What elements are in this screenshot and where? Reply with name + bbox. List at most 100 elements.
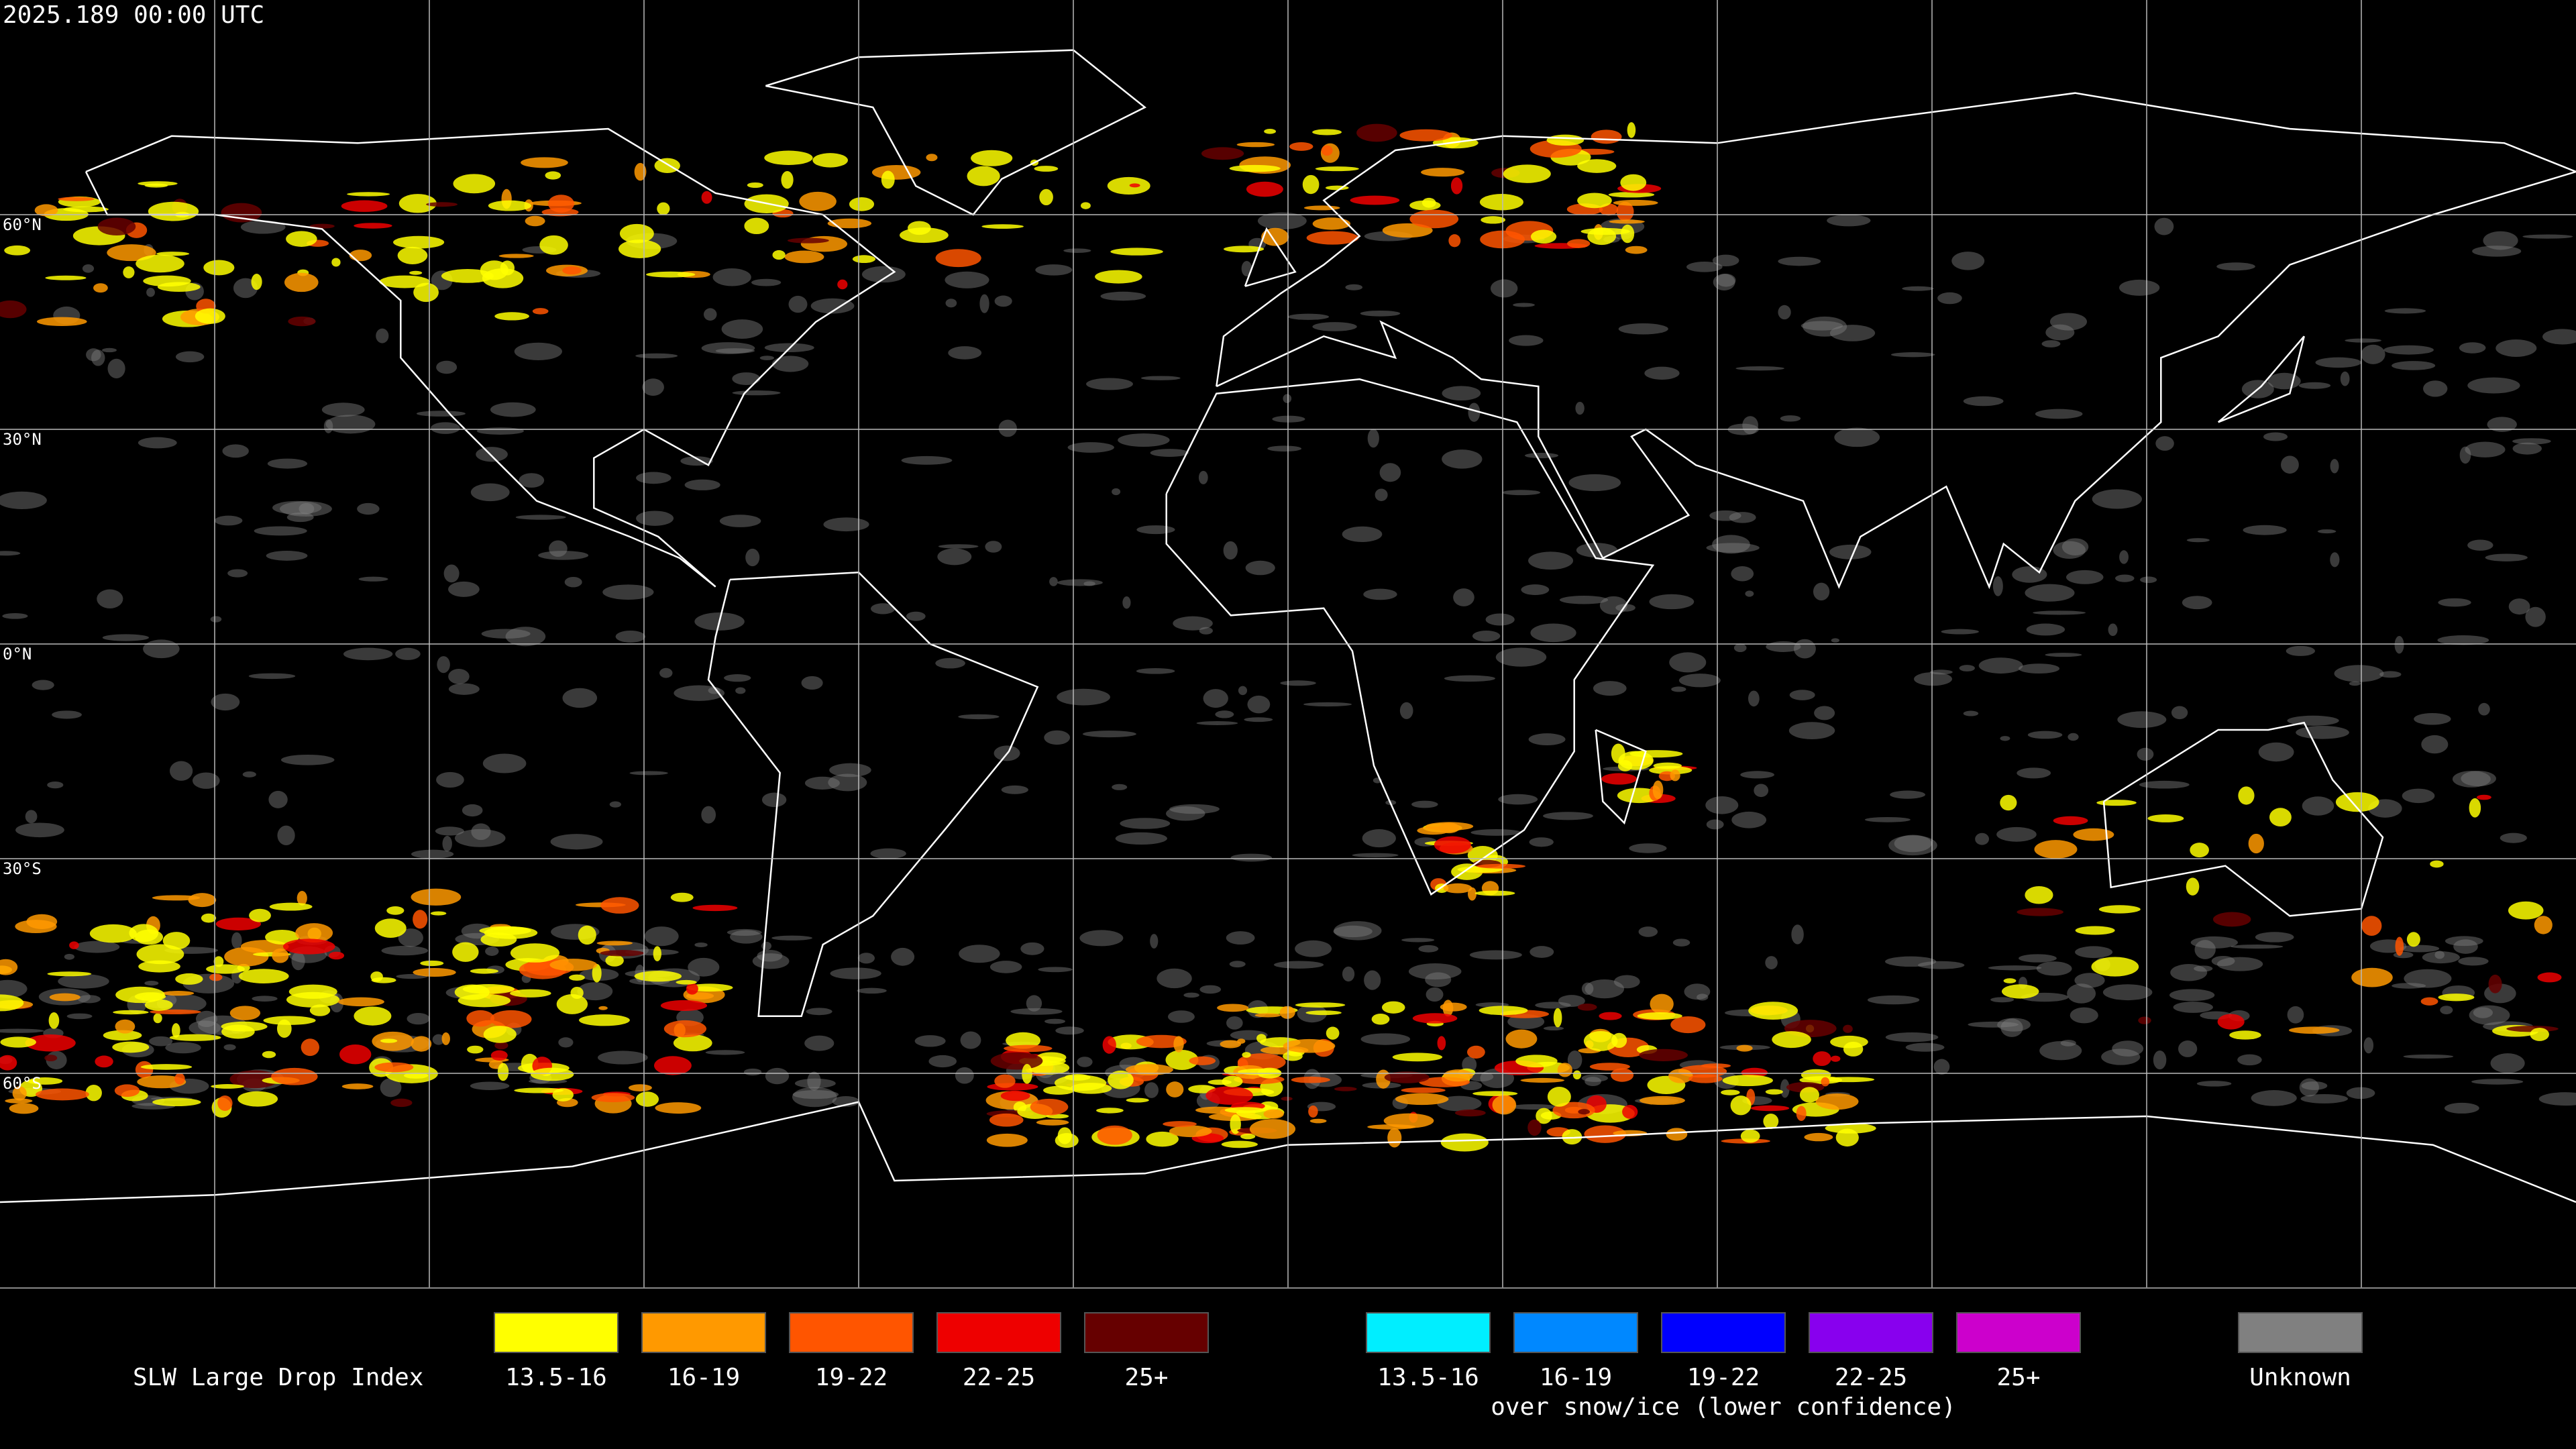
cloud-patch [123,266,135,278]
cloud-patch [745,548,760,567]
cloud-patch [1528,733,1566,746]
cloud-patch [1315,166,1359,172]
cloud-patch [525,215,545,227]
cloud-patch [891,947,915,966]
cloud-patch [309,1004,331,1016]
legend-label: 22-25 [1835,1364,1907,1391]
cloud-patch [694,942,708,948]
cloud-patch [1412,1013,1458,1024]
cloud-patch [279,501,332,517]
cloud-patch [2017,767,2051,779]
cloud-patch [1244,717,1273,722]
cloud-patch [2138,1016,2151,1024]
cloud-patch [1959,665,1975,672]
cloud-patch [1503,164,1551,183]
cloud-patch [2096,800,2137,806]
cloud-patch [1309,1118,1327,1124]
cloud-patch [635,1091,659,1107]
cloud-patch [2534,916,2553,934]
cloud-patch [1107,176,1150,195]
cloud-patch [271,1067,318,1085]
cloud-patch [286,512,314,523]
cloud-patch [1221,1140,1258,1148]
graticule [0,0,2576,1288]
cloud-patch [2258,742,2294,762]
cloud-patch [2422,951,2460,964]
latitude-label: 60°S [3,1074,42,1093]
cloud-patch [1997,1018,2031,1032]
cloud-patch [558,1037,574,1048]
cloud-patch [2453,939,2478,954]
cloud-patch [283,938,335,955]
cloud-patch [881,170,895,189]
cloud-patch [2525,606,2546,627]
cloud-patch [321,402,365,417]
cloud-patch [436,360,458,374]
cloud-patch [1686,262,1723,272]
cloud-patch [1835,1128,1859,1147]
cloud-patch [1408,963,1462,980]
cloud-patch [654,1056,692,1075]
cloud-patch [1568,474,1621,492]
cloud-patch [69,941,79,949]
cloud-patch [1529,837,1554,847]
cloud-patch [1067,442,1114,453]
cloud-patch [26,914,58,929]
cloud-patch [730,930,763,944]
cloud-patch [900,227,949,244]
cloud-patch [93,283,108,293]
cloud-patch [727,928,762,936]
cloud-patch [470,968,499,974]
cloud-patch [47,971,92,977]
cloud-patch [1272,415,1305,423]
cloud-patch [861,266,906,283]
cloud-patch [152,895,201,901]
cloud-patch [676,979,697,985]
cloud-patch [482,268,524,288]
cloud-patch [605,955,624,967]
cloud-patch [1223,541,1238,560]
cloud-patch [2496,339,2537,357]
cloud-patch [343,647,393,661]
cloud-patch [152,1097,201,1107]
cloud-patch [240,220,286,234]
cloud-patch [1435,883,1449,894]
cloud-patch [510,943,560,963]
cloud-patch [1044,730,1071,745]
cloud-patch [413,910,428,929]
cloud-patch [634,971,682,982]
cloud-patch [751,278,782,286]
cloud-patch [1617,760,1633,771]
cloud-patch [175,351,205,363]
cloud-patch [1077,1057,1093,1067]
cloud-patch [971,150,1013,166]
cloud-patch [231,932,242,949]
cloud-patch [1442,1000,1454,1017]
cloud-patch [705,1050,745,1055]
cloud-patch [2483,231,2518,250]
cloud-patch [1247,695,1271,714]
cloud-patch [1236,142,1275,148]
cloud-patch [1608,192,1655,198]
cloud-patch [514,342,562,361]
cloud-patch [1864,817,1911,822]
cloud-patch [277,825,295,846]
legend-caption: over snow/ice (lower confidence) [1491,1393,1956,1421]
cloud-patch [490,1010,532,1028]
cloud-patch [2075,926,2115,935]
cloud-patch [2049,313,2087,331]
cloud-patch [1096,1108,1124,1114]
cloud-patch [144,981,159,986]
cloud-patch [1529,946,1554,958]
cloud-patch [263,1016,316,1025]
cloud-patch [331,258,341,267]
cloud-patch [1620,174,1647,191]
cloud-patch [2025,584,2075,602]
cloud-patch [674,685,725,701]
cloud-patch [2211,955,2235,967]
cloud-patch [1978,657,2023,674]
cloud-patch [1721,1089,1740,1095]
cloud-patch [1929,669,1953,675]
cloud-patch [1583,1030,1618,1051]
cloud-patch [2173,1002,2213,1013]
